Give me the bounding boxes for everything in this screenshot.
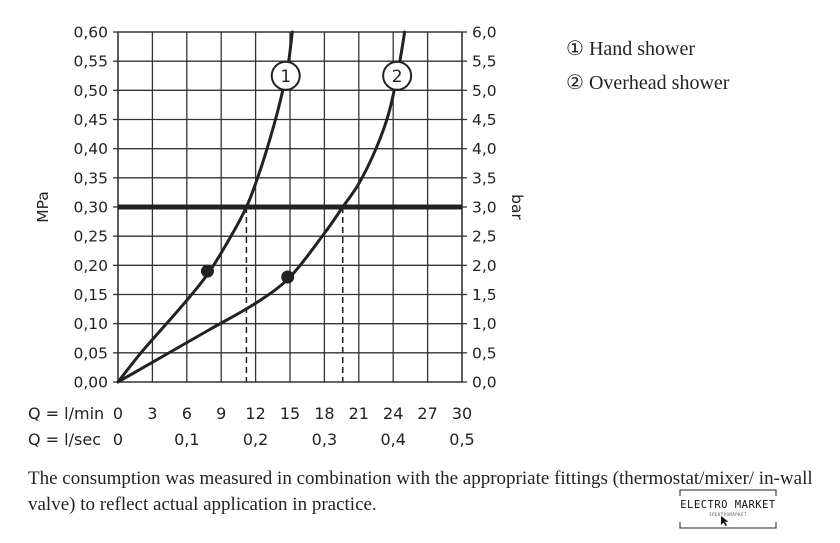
y-tick-label-left: 0,00 xyxy=(73,374,108,392)
y-tick-label-left: 0,40 xyxy=(73,140,108,158)
y-tick-label-left: 0,50 xyxy=(73,82,108,100)
y-tick-label-left: 0,20 xyxy=(73,257,108,275)
legend-symbol: ① xyxy=(566,38,584,60)
x-tick-label-lmin: 0 xyxy=(113,404,123,423)
y-tick-label-right: 0,5 xyxy=(472,344,497,362)
x-tick-label-lsec: 0,2 xyxy=(243,430,268,449)
series-1-marker-label: 1 xyxy=(280,67,291,87)
series-1-line xyxy=(116,30,294,384)
y-tick-label-left: 0,60 xyxy=(73,24,108,42)
series-1-marker-circle xyxy=(270,60,301,91)
watermark-logo: ELECTRO MARKET ЭЛЕКТРОМАРКЕТ xyxy=(678,488,778,530)
pressure-flow-chart: 0,000,050,100,150,200,250,300,350,400,45… xyxy=(28,24,526,450)
y-tick-label-right: 3,0 xyxy=(472,199,497,217)
watermark-text: ELECTRO MARKET xyxy=(680,499,776,511)
y-tick-label-right: 1,0 xyxy=(472,315,497,333)
series-1-point xyxy=(200,264,214,278)
x-tick-label-lsec: 0,3 xyxy=(312,430,337,449)
x-tick-label-lmin: 6 xyxy=(182,404,192,423)
watermark-subtext: ЭЛЕКТРОМАРКЕТ xyxy=(709,512,747,517)
x-tick-label-lsec: 0,4 xyxy=(380,430,405,449)
footnote: The consumption was measured in combinat… xyxy=(28,468,813,515)
y-tick-label-right: 4,0 xyxy=(472,140,497,158)
x-tick-label-lsec: 0,5 xyxy=(449,430,474,449)
x-tick-label-lmin: 15 xyxy=(280,404,300,423)
y-tick-label-right: 0,0 xyxy=(472,374,497,392)
x-tick-label-lmin: 21 xyxy=(349,404,369,423)
series-2-line xyxy=(116,30,407,384)
y-tick-label-left: 0,35 xyxy=(73,169,108,187)
legend-symbol: ② xyxy=(566,72,584,94)
legend: ① Hand shower ② Overhead shower xyxy=(566,32,729,100)
watermark-frame xyxy=(679,489,777,529)
series-2-marker-circle xyxy=(382,60,413,91)
y-tick-label-right: 3,5 xyxy=(472,169,497,187)
y-tick-label-left: 0,45 xyxy=(73,111,108,129)
y-axis-label-left: MPa xyxy=(34,191,52,223)
y-tick-label-right: 2,0 xyxy=(472,257,497,275)
y-tick-label-left: 0,15 xyxy=(73,286,108,304)
cursor-icon xyxy=(721,516,729,526)
x-tick-label-lmin: 18 xyxy=(314,404,334,423)
x-tick-label-lmin: 30 xyxy=(452,404,472,423)
series-2-marker-label: 2 xyxy=(392,67,403,87)
legend-label: Overhead shower xyxy=(588,72,730,94)
x-axis-label-lsec: Q = l/sec xyxy=(28,430,101,449)
y-tick-label-right: 4,5 xyxy=(472,111,497,129)
y-tick-label-left: 0,25 xyxy=(73,228,108,246)
y-tick-label-left: 0,55 xyxy=(73,53,108,71)
y-tick-label-left: 0,05 xyxy=(73,344,108,362)
y-tick-label-right: 1,5 xyxy=(472,286,497,304)
x-tick-label-lmin: 24 xyxy=(383,404,403,423)
x-axis-label-lmin: Q = l/min xyxy=(28,404,104,423)
y-tick-label-left: 0,10 xyxy=(73,315,108,333)
x-tick-label-lsec: 0,1 xyxy=(174,430,199,449)
y-tick-label-left: 0,30 xyxy=(73,199,108,217)
y-tick-label-right: 5,5 xyxy=(472,53,497,71)
y-tick-label-right: 6,0 xyxy=(472,24,497,42)
series-2-point xyxy=(281,270,295,284)
x-tick-label-lmin: 27 xyxy=(417,404,437,423)
x-tick-label-lmin: 12 xyxy=(245,404,265,423)
legend-item-overhead-shower: ② Overhead shower xyxy=(566,66,729,100)
x-tick-label-lsec: 0 xyxy=(113,430,123,449)
x-tick-label-lmin: 3 xyxy=(147,404,157,423)
y-axis-label-right: bar xyxy=(508,194,526,220)
legend-label: Hand shower xyxy=(588,38,696,60)
y-tick-label-right: 5,0 xyxy=(472,82,497,100)
legend-item-hand-shower: ① Hand shower xyxy=(566,32,729,66)
x-tick-label-lmin: 9 xyxy=(216,404,226,423)
y-tick-label-right: 2,5 xyxy=(472,228,497,246)
